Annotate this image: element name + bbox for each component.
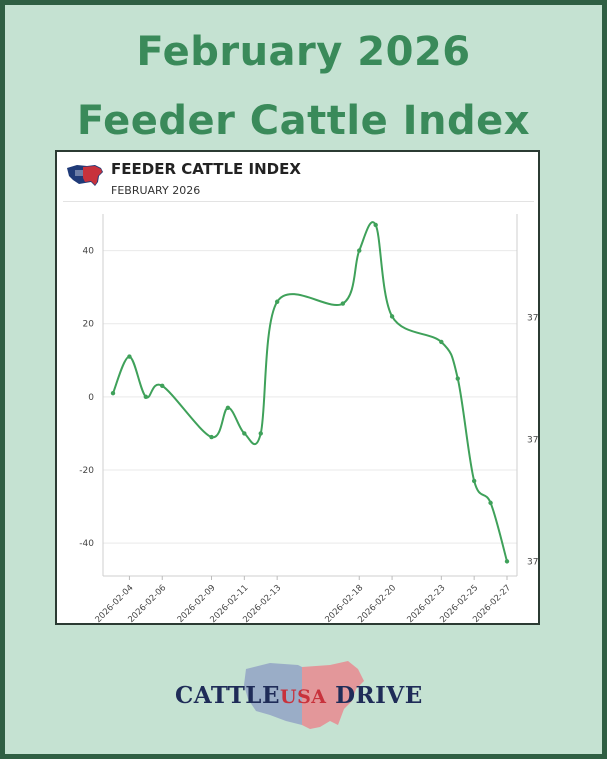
chart-header-divider [63, 201, 534, 202]
data-point [340, 301, 346, 306]
poster-headline-line2: Feeder Cattle Index [76, 98, 531, 144]
brand-word-cattle: CATTLE [175, 682, 281, 709]
usa-map-logo-icon [244, 661, 364, 729]
data-point [488, 500, 493, 506]
brand-word-usa: USA [280, 686, 327, 708]
usa-flag-map-icon [67, 165, 103, 186]
chart-title: FEEDER CATTLE INDEX [111, 160, 301, 178]
data-point [209, 434, 214, 440]
data-point [225, 405, 231, 410]
poster-headline-line1: February 2026 [136, 29, 471, 75]
brand-word-drive: DRIVE [326, 682, 423, 709]
data-point [389, 314, 395, 319]
y-tick-label-left: 40 [83, 247, 95, 257]
y-tick-label-right: 374 [527, 436, 538, 446]
y-tick-label-left: 0 [88, 393, 94, 403]
data-point [357, 248, 362, 253]
data-point [274, 299, 280, 304]
chart-card: FEEDER CATTLE INDEX FEBRUARY 2026 -40 -20… [55, 150, 540, 625]
data-point [439, 339, 444, 345]
y-tick-label-left: 20 [83, 320, 95, 330]
y-tick-label-right: 376 [527, 313, 538, 323]
cattle-usa-drive-logo: CATTLEUSA DRIVE [175, 682, 435, 712]
data-point [160, 383, 165, 389]
y-tick-label-right: 372 [527, 558, 538, 568]
y-tick-label-left: -40 [79, 539, 94, 549]
data-point [242, 431, 247, 436]
data-point [455, 376, 460, 381]
y-tick-label-left: -20 [79, 466, 94, 476]
data-point [373, 222, 378, 228]
data-point [258, 431, 263, 436]
chart-subtitle: FEBRUARY 2026 [111, 184, 201, 197]
data-point [471, 478, 477, 484]
series-line [112, 221, 508, 562]
feeder-cattle-line-chart: -40-20020403723743762026-02-042026-02-06… [79, 214, 538, 623]
data-point [110, 390, 116, 396]
data-point [143, 394, 149, 400]
data-point [127, 354, 132, 359]
data-point [504, 559, 510, 564]
